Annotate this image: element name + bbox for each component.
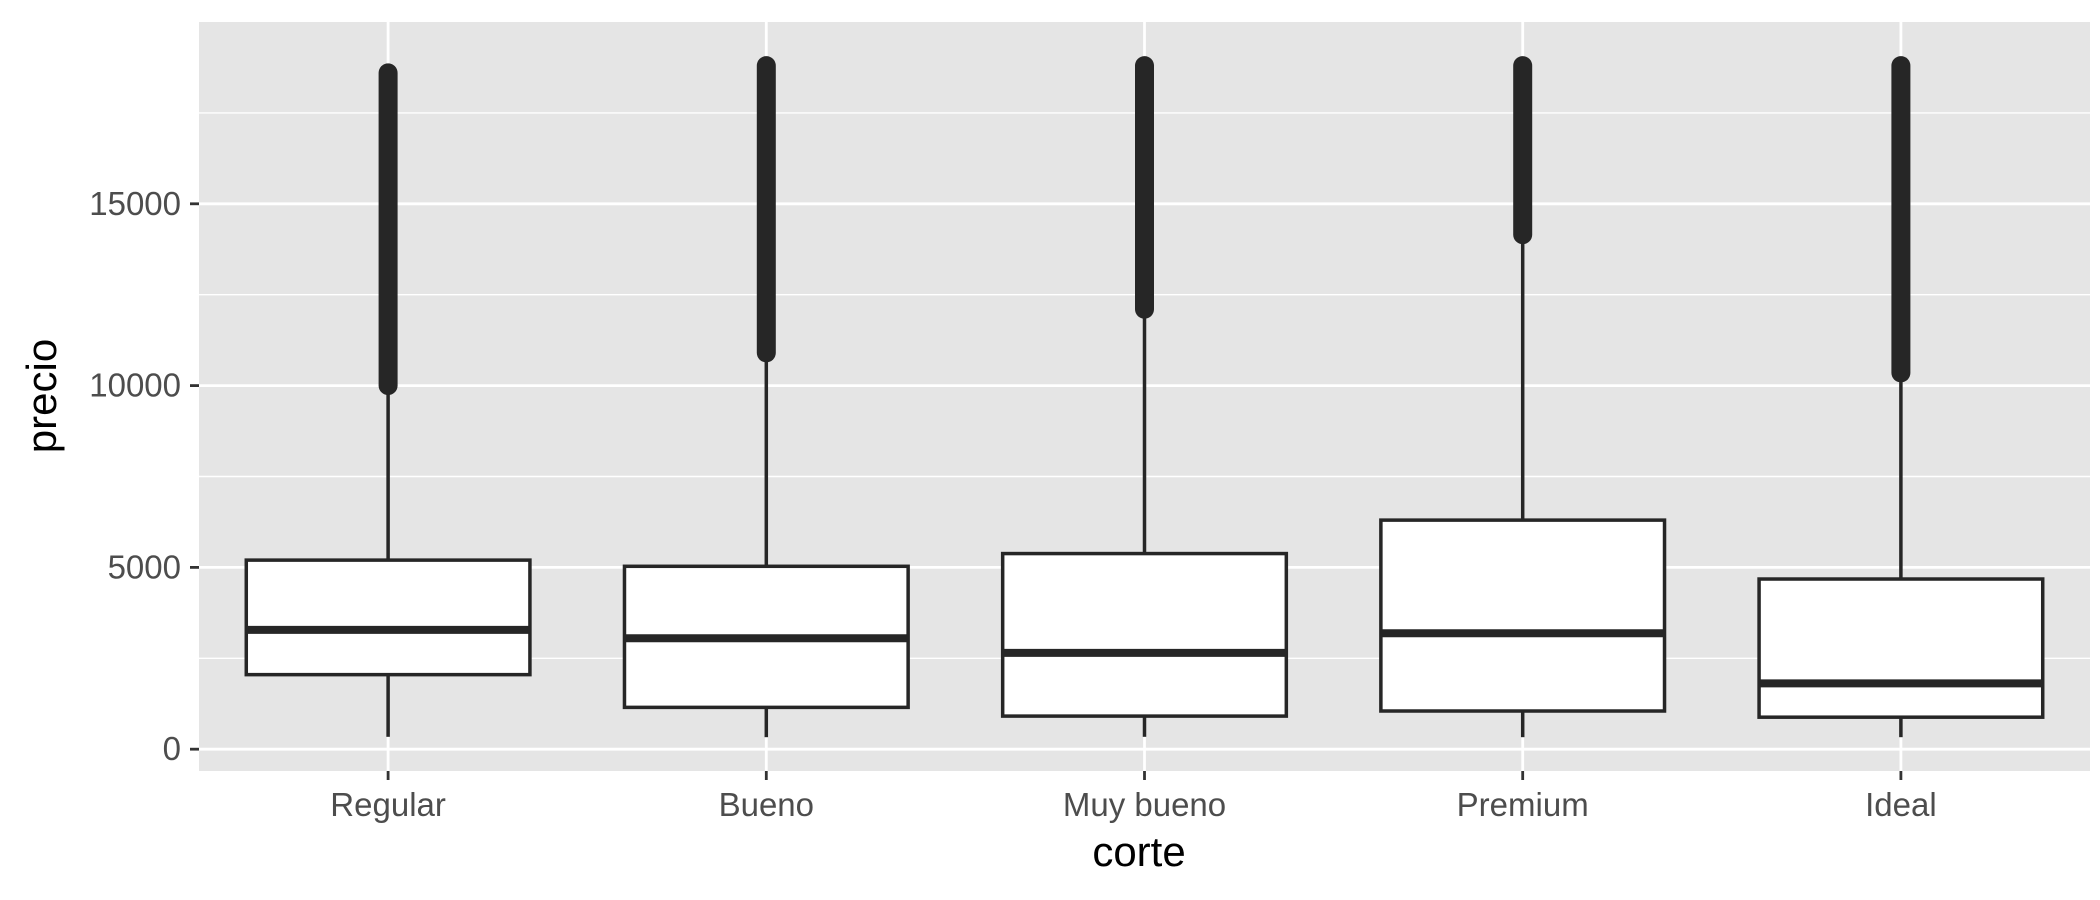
y-tick-label: 10000 [89, 367, 181, 404]
box-ideal [1757, 56, 2045, 738]
x-tick-label: Bueno [719, 786, 814, 823]
boxes [244, 56, 2045, 738]
y-tick-label: 0 [163, 730, 181, 767]
box-muy-bueno [1000, 56, 1289, 737]
x-tick-label: Premium [1457, 786, 1589, 823]
iqr-box [1000, 551, 1289, 718]
box-bueno [622, 56, 910, 738]
axes: 0 5000 10000 15000 Regular Bueno Muy bueno Prem… [89, 185, 1936, 823]
iqr-box [1757, 577, 2045, 719]
box-regular [244, 63, 532, 737]
iqr-box [1379, 518, 1667, 713]
y-tick-label: 15000 [89, 185, 181, 222]
y-axis-title: precio [18, 339, 65, 453]
box-premium [1379, 56, 1667, 738]
iqr-box [244, 558, 532, 677]
x-tick-label: Regular [330, 786, 446, 823]
x-axis-title: corte [1092, 828, 1185, 875]
y-tick-label: 5000 [108, 548, 181, 585]
x-tick-label: Ideal [1865, 786, 1937, 823]
x-tick-label: Muy bueno [1063, 786, 1226, 823]
